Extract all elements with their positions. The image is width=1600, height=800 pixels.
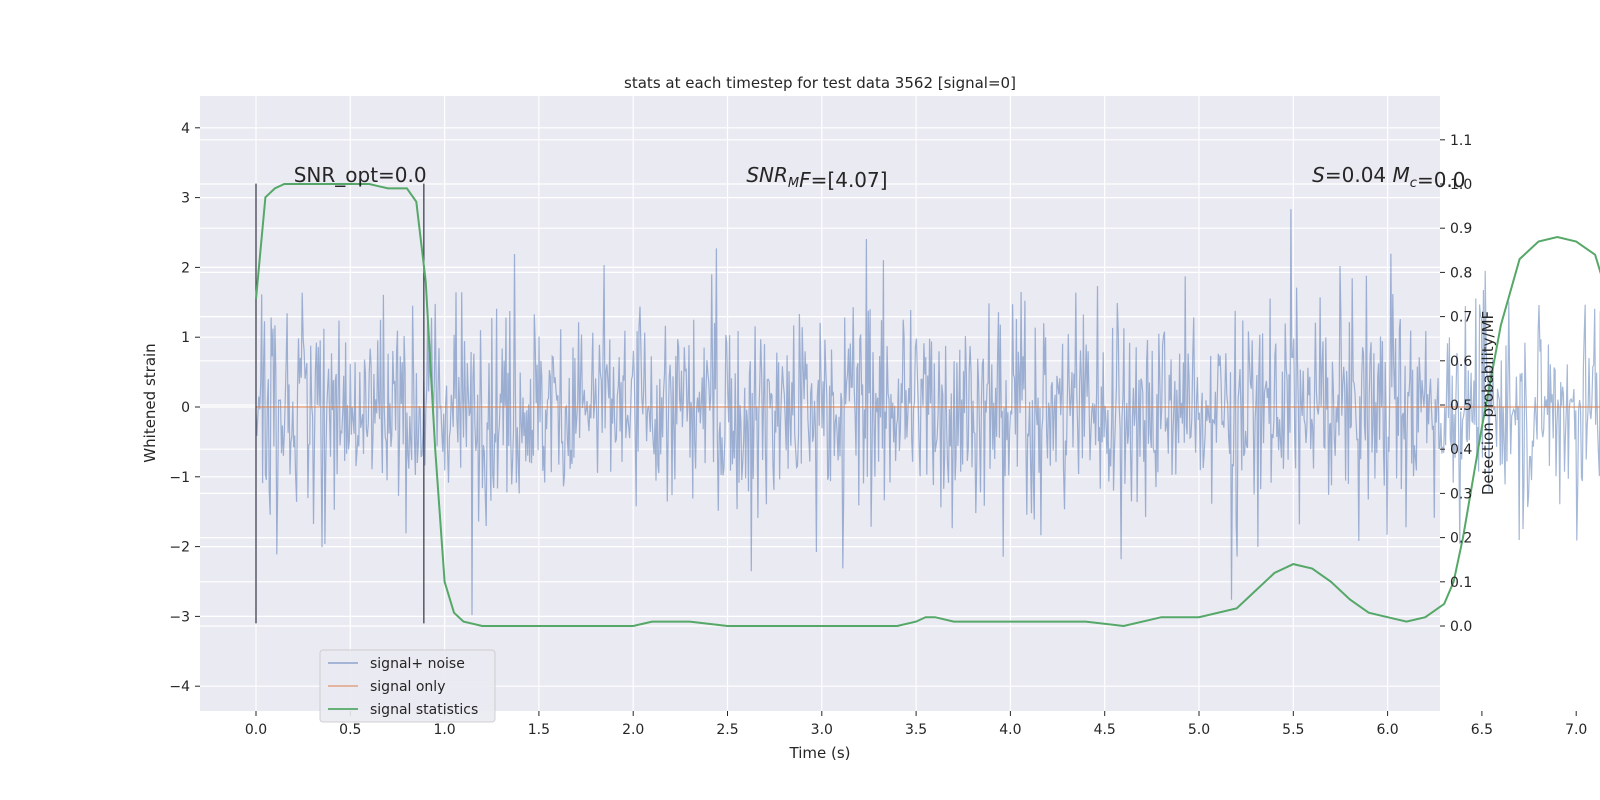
annotation-0: SNR_opt=0.0: [294, 163, 427, 187]
y-tick-label: 3: [181, 191, 190, 207]
chart-title: stats at each timestep for test data 356…: [624, 74, 1016, 92]
x-tick-label: 1.0: [433, 722, 455, 738]
legend-box: [319, 649, 496, 723]
y-tick-label: 0: [181, 400, 190, 416]
x-tick-label: 1.5: [528, 722, 550, 738]
legend-label-statistics: signal statistics: [370, 702, 478, 718]
y2-tick-label: 0.3: [1450, 486, 1472, 502]
annotation-2: S=0.04 Mc=0.0: [1312, 163, 1465, 192]
y2-tick-label: 1.1: [1450, 133, 1472, 149]
x-tick-label: 5.5: [1282, 722, 1304, 738]
annotation-part: =[4.07]: [811, 168, 888, 192]
x-tick-label: 2.0: [622, 722, 644, 738]
x-ticks: 0.0 0.5 1.0 1.5 2.0 2.5 3.0 3.5 4.0 4.5 5.0 5.5 6.0 6…: [245, 711, 1587, 738]
legend: signal+ noise signal only signal statist…: [319, 649, 496, 723]
y2-tick-label: 0.7: [1450, 310, 1472, 326]
annotation-1: SNRMF=[4.07]: [746, 163, 887, 192]
annotation-part: F: [799, 168, 811, 192]
x-tick-label: 3.5: [905, 722, 927, 738]
annotation-part: S: [1312, 163, 1325, 187]
y-tick-label: 1: [181, 330, 190, 346]
x-tick-label: 6.5: [1471, 722, 1493, 738]
y2-tick-label: 0.8: [1450, 265, 1472, 281]
y-tick-label: −1: [169, 470, 190, 486]
x-tick-label: 7.0: [1565, 722, 1587, 738]
x-tick-label: 4.0: [999, 722, 1021, 738]
signal-statistics-series: [255, 183, 1600, 628]
annotation-part: M: [788, 176, 799, 191]
annotations: SNR_opt=0.0 SNRMF=[4.07] S=0.04 Mc=0.0: [294, 163, 1466, 192]
x-axis-label: Time (s): [789, 744, 851, 762]
annotation-part: SNR_opt=0.0: [294, 163, 427, 187]
y2-ticks: 1.1 1.0 0.9 0.8 0.7 0.6 0.5 0.4 0.3 0.2 0.1 0.0: [1440, 133, 1472, 635]
x-tick-label: 6.0: [1376, 722, 1398, 738]
annotation-part: SNR: [746, 163, 788, 187]
x-tick-label: 2.5: [716, 722, 738, 738]
y-tick-label: −3: [169, 609, 190, 625]
y2-tick-label: 0.6: [1450, 354, 1472, 370]
x-tick-label: 0.5: [339, 722, 361, 738]
vertical-lines: [255, 183, 425, 624]
annotation-part: c: [1410, 176, 1417, 191]
y-tick-label: 2: [181, 260, 190, 276]
statistics-line: [255, 183, 1600, 628]
y-tick-label: −2: [169, 540, 190, 556]
x-tick-label: 0.0: [245, 722, 267, 738]
y2-tick-label: 0.1: [1450, 575, 1472, 591]
legend-label-noise: signal+ noise: [370, 656, 465, 672]
y2-tick-label: 0.2: [1450, 531, 1472, 547]
noise-series: [255, 209, 1600, 616]
y2-tick-label: 1.0: [1450, 177, 1472, 193]
legend-label-signal-only: signal only: [370, 679, 445, 695]
annotation-part: =0.0: [1417, 168, 1466, 192]
annotation-part: M: [1393, 163, 1410, 187]
annotation-part: =0.04: [1325, 163, 1393, 187]
y-axis-label: Whitened strain: [141, 343, 159, 462]
noise-line: [255, 209, 1600, 616]
y-tick-label: 4: [181, 121, 190, 137]
x-tick-label: 4.5: [1094, 722, 1116, 738]
y2-tick-label: 0.0: [1450, 619, 1472, 635]
y2-tick-label: 0.9: [1450, 221, 1472, 237]
x-tick-label: 3.0: [811, 722, 833, 738]
y-ticks: 4 3 2 1 0 −1 −2 −3 −4: [169, 121, 200, 695]
y-tick-label: −4: [169, 679, 190, 695]
y2-tick-label: 0.5: [1450, 398, 1472, 414]
y2-axis-label: Detection probability/MF: [1479, 311, 1497, 495]
y2-tick-label: 0.4: [1450, 442, 1472, 458]
x-tick-label: 5.0: [1188, 722, 1210, 738]
